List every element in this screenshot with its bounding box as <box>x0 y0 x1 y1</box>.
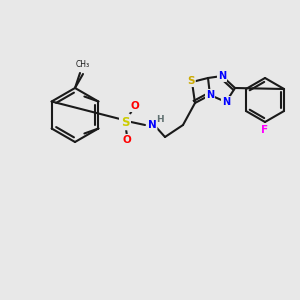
Text: N: N <box>206 90 214 100</box>
Text: N: N <box>148 120 156 130</box>
Text: H: H <box>156 115 164 124</box>
Text: N: N <box>222 97 230 107</box>
Text: S: S <box>187 76 195 86</box>
Text: S: S <box>121 116 129 128</box>
Text: O: O <box>130 101 140 111</box>
Text: CH₃: CH₃ <box>76 60 90 69</box>
Text: N: N <box>218 71 226 81</box>
Text: O: O <box>123 135 131 145</box>
Text: F: F <box>261 125 268 135</box>
